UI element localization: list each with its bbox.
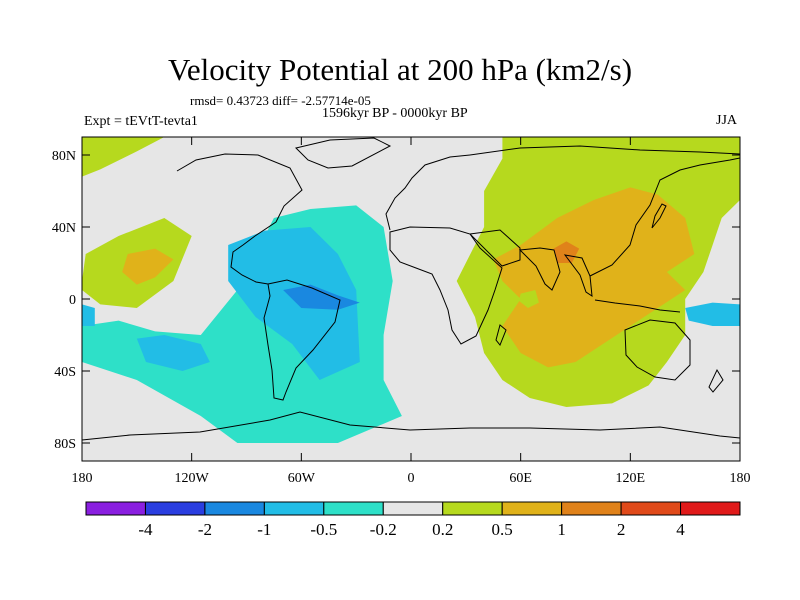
colorbar-swatch-7	[501, 501, 563, 516]
x-tick-label-3: 0	[408, 471, 415, 486]
colorbar-label-8: 2	[617, 520, 626, 539]
contour-region-3	[685, 302, 740, 326]
colorbar-swatch-1	[144, 501, 206, 516]
colorbar-swatch-6	[442, 501, 503, 516]
colorbar-label-9: 4	[676, 520, 685, 539]
colorbar-label-6: 0.5	[492, 520, 513, 539]
x-tick-label-4: 60E	[509, 471, 532, 486]
contour-region-9	[122, 248, 174, 285]
season-label: JJA	[716, 113, 738, 128]
contour-region-2	[136, 335, 210, 371]
colorbar-label-7: 1	[557, 520, 566, 539]
coastline-north-asia	[469, 145, 740, 156]
colorbar-swatch-10	[680, 501, 741, 516]
coastline-india	[518, 247, 561, 291]
colorbar-swatch-4	[323, 501, 384, 516]
colorbar-label-4: -0.2	[370, 520, 397, 539]
y-tick-label-4: 80S	[54, 437, 76, 452]
colorbar-swatch-0	[85, 501, 146, 516]
coastline-southeast-asia	[563, 254, 593, 298]
coastlines	[82, 137, 740, 441]
coastline-europe	[385, 154, 471, 231]
colorbar-swatch-5	[382, 501, 444, 516]
coastline-africa	[389, 226, 503, 345]
contour-region-11	[553, 241, 580, 263]
colorbar-swatch-3	[263, 501, 325, 516]
x-tick-label-2: 60W	[288, 471, 316, 486]
contour-region-1	[228, 227, 360, 380]
coastline-greenland	[295, 137, 392, 169]
coastline-indonesia	[594, 299, 681, 313]
colorbar: -4 -2 -1 -0.5 -0.2 0.2 0.5 1 2 4	[85, 501, 741, 539]
coastline-arabia	[468, 229, 521, 267]
contour-region-4	[82, 304, 95, 326]
coastline-south-america	[263, 279, 341, 401]
colorbar-swatch-2	[204, 501, 265, 516]
experiment-label: Expt = tEVtT-tevta1	[84, 114, 198, 129]
y-tick-label-2: 0	[69, 293, 76, 308]
colorbar-label-0: -4	[138, 520, 153, 539]
contour-region-10	[493, 187, 695, 368]
contour-region-7	[82, 137, 165, 177]
colorbar-label-3: -0.5	[310, 520, 337, 539]
colorbar-label-1: -2	[198, 520, 212, 539]
stats-line: rmsd= 0.43723 diff= -2.57714e-05	[190, 93, 371, 108]
axis-ticks: 180 120W 60W 0 60E 120E 180 80N 40N 0 40S 80S	[52, 137, 751, 486]
y-tick-label-3: 40S	[54, 365, 76, 380]
y-tick-label-1: 40N	[52, 221, 76, 236]
coastline-north-america	[176, 153, 303, 285]
contour-region-12	[518, 290, 539, 308]
colorbar-label-2: -1	[257, 520, 271, 539]
colorbar-label-5: 0.2	[432, 520, 453, 539]
x-tick-label-5: 120E	[616, 471, 646, 486]
coastline-japan	[651, 203, 667, 229]
x-tick-label-0: 180	[72, 471, 93, 486]
x-tick-label-6: 180	[730, 471, 751, 486]
coastline-antarctica	[82, 411, 740, 441]
coastline-new-zealand	[708, 368, 724, 393]
y-tick-label-0: 80N	[52, 149, 76, 164]
colorbar-swatch-8	[561, 501, 622, 516]
x-tick-label-1: 120W	[175, 471, 210, 486]
coastline-east-asia	[589, 157, 740, 277]
period-line: 1596kyr BP - 0000kyr BP	[322, 106, 468, 121]
colorbar-swatch-9	[620, 501, 682, 516]
chart-title: Velocity Potential at 200 hPa (km2/s)	[167, 52, 633, 87]
contour-region-5	[283, 284, 360, 310]
coastline-madagascar	[495, 324, 507, 346]
coastline-australia	[624, 319, 691, 381]
